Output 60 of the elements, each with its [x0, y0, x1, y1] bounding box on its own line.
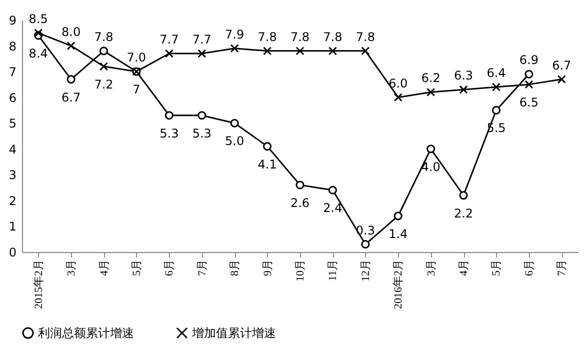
x-tick-label: 12月 — [360, 260, 372, 282]
data-label: 2.2 — [454, 206, 474, 220]
x-tick-label: 7月 — [556, 260, 568, 276]
x-tick-label: 6月 — [523, 260, 536, 276]
data-label: 2.4 — [323, 201, 342, 216]
data-label: 7.8 — [323, 30, 342, 44]
data-label: 7.8 — [258, 30, 277, 44]
data-label: 7.2 — [94, 77, 114, 92]
data-label: 8.4 — [28, 46, 48, 60]
x-tick-label: 3月 — [425, 260, 438, 276]
data-label: 7.8 — [94, 30, 114, 44]
data-label: 6.3 — [454, 68, 474, 83]
legend-label: 利润总额累计增速 — [38, 326, 134, 340]
x-tick-label: 2016年2月 — [392, 260, 405, 309]
y-tick-label: 2 — [8, 194, 16, 208]
data-label: 6.7 — [552, 58, 572, 72]
x-tick-label: 7月 — [196, 260, 208, 276]
data-label: 8.5 — [28, 12, 48, 26]
data-label: 6.2 — [421, 71, 440, 86]
y-tick-label: 7 — [8, 65, 16, 80]
data-label: 7.0 — [126, 50, 146, 65]
data-label: 5.3 — [192, 126, 212, 140]
x-tick-label: 6月 — [164, 260, 176, 276]
data-label: 2.6 — [290, 196, 310, 210]
data-label: 7.9 — [225, 27, 244, 42]
data-label: 7.8 — [290, 30, 310, 44]
y-tick-label: 9 — [8, 14, 16, 28]
data-label: 6.5 — [519, 95, 538, 110]
data-label: 1.4 — [388, 226, 408, 241]
x-tick-label: 4月 — [98, 260, 110, 276]
x-tick-label: 5月 — [490, 260, 503, 276]
data-label: 7 — [132, 82, 140, 97]
data-label: 7.7 — [160, 32, 179, 47]
y-tick-label: 0 — [8, 246, 16, 260]
data-label: 5.3 — [160, 126, 179, 140]
x-tick-label: 8月 — [229, 260, 242, 276]
data-label: 8.0 — [62, 24, 81, 39]
data-label: 6.7 — [62, 90, 81, 104]
y-tick-label: 8 — [8, 39, 16, 54]
y-tick-label: 4 — [8, 142, 16, 156]
y-tick-label: 3 — [8, 168, 16, 182]
y-tick-label: 1 — [8, 220, 16, 234]
y-tick-label: 6 — [8, 90, 16, 105]
x-tick-label: 5月 — [130, 260, 143, 276]
x-tick-label: 11月 — [327, 260, 340, 282]
data-label: 6.0 — [388, 76, 408, 90]
data-label: 5.0 — [225, 134, 244, 148]
data-label: 7.7 — [192, 32, 212, 47]
x-tick-label: 9月 — [262, 260, 274, 276]
data-label: 7.8 — [356, 30, 375, 44]
x-tick-label: 2015年2月 — [32, 260, 45, 309]
y-tick-label: 5 — [8, 116, 16, 131]
data-label: 6.9 — [519, 53, 538, 68]
data-label: 6.4 — [486, 66, 506, 80]
x-tick-label: 3月 — [66, 260, 78, 276]
data-label: 4.0 — [421, 160, 440, 174]
legend-label: 增加值累计增速 — [191, 326, 276, 340]
data-label: 4.1 — [258, 157, 277, 172]
x-tick-label: 10月 — [294, 260, 306, 282]
x-tick-label: 4月 — [458, 260, 470, 276]
